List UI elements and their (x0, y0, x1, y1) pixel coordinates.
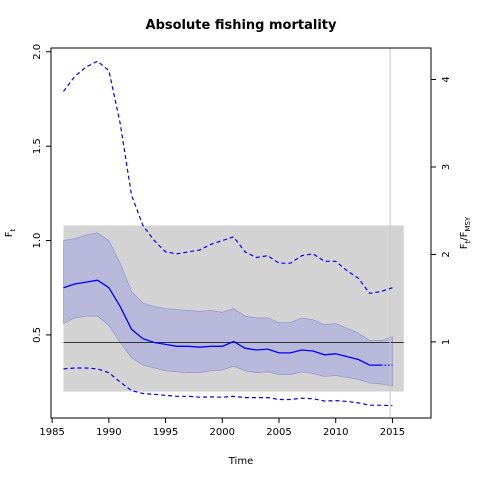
plot-area (63, 48, 404, 418)
ci-band (63, 232, 393, 387)
y2-tick-label: 3 (441, 164, 452, 170)
y2-tick-label: 2 (441, 251, 452, 257)
y-tick-label: 1.0 (32, 233, 43, 249)
x-tick-label: 2005 (266, 427, 291, 438)
x-tick-label: 2015 (380, 427, 405, 438)
x-tick-label: 2000 (210, 427, 235, 438)
chart-title: Absolute fishing mortality (146, 18, 337, 33)
x-tick-label: 1990 (96, 427, 121, 438)
y-tick-label: 0.5 (32, 327, 43, 343)
y-axis-label-sub: t (9, 228, 17, 231)
y-axis-label-main: F (4, 231, 15, 237)
upper-dashed-line (63, 60, 393, 295)
y-axis: 0.5 1.0 1.5 2.0 (32, 44, 51, 343)
y2-axis-label-den-sub: MSY (464, 216, 472, 231)
y2-tick-label: 1 (441, 339, 452, 345)
lower-dashed-line (63, 367, 393, 407)
y2-axis-label-den: F (459, 231, 470, 237)
y2-axis-label-num: F (459, 243, 470, 249)
x-axis-label: Time (228, 456, 253, 467)
plot-frame (50, 47, 432, 419)
y2-axis-label: Ft/FMSY (459, 216, 472, 249)
y-tick-label: 1.5 (32, 138, 43, 154)
y2-axis: 1 2 3 4 (431, 76, 452, 345)
x-tick-label: 1995 (153, 427, 178, 438)
median-line (63, 279, 382, 366)
y-axis-label: Ft (4, 228, 17, 237)
y2-tick-label: 4 (441, 76, 452, 82)
x-axis: 1985 1990 1995 2000 2005 2010 2015 (39, 418, 405, 438)
y-tick-label: 2.0 (32, 44, 43, 60)
x-tick-label: 2010 (323, 427, 348, 438)
x-tick-label: 1985 (39, 427, 64, 438)
y2-axis-label-num-sub: t (464, 240, 472, 243)
y2-axis-label-slash: / (459, 237, 470, 241)
